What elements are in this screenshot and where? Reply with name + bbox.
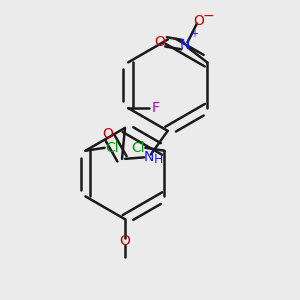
- Text: O: O: [154, 35, 166, 49]
- Text: O: O: [102, 127, 113, 141]
- Text: N: N: [180, 38, 190, 52]
- Text: N: N: [143, 150, 154, 164]
- Text: O: O: [193, 14, 204, 28]
- Text: +: +: [190, 29, 198, 39]
- Text: H: H: [154, 153, 164, 166]
- Text: O: O: [119, 234, 130, 248]
- Text: Cl: Cl: [131, 141, 145, 155]
- Text: Cl: Cl: [105, 141, 119, 155]
- Text: F: F: [152, 101, 160, 115]
- Text: −: −: [202, 9, 214, 23]
